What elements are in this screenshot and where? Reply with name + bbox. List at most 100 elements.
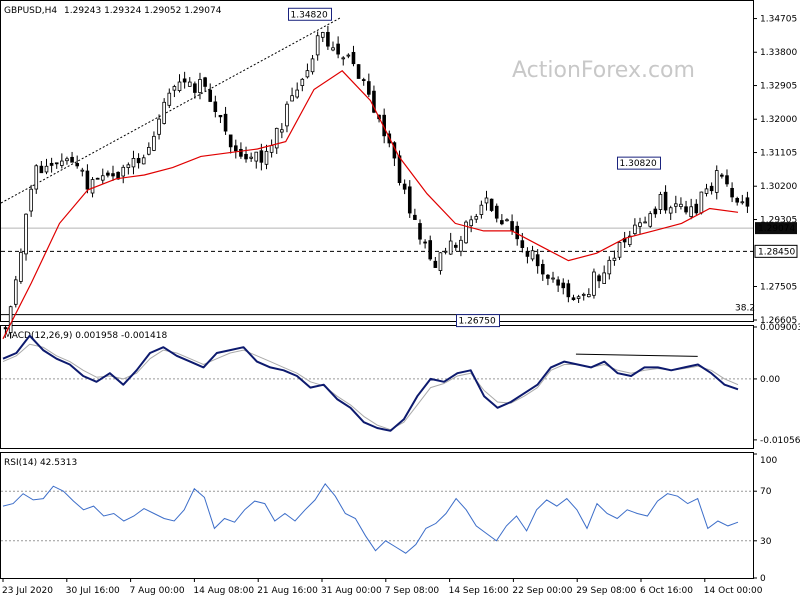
candle-body — [597, 275, 601, 282]
annotation-label: 1.26750 — [459, 317, 496, 327]
candle-body — [735, 198, 740, 203]
x-tick-label: 23 Jul 2020 — [2, 586, 53, 596]
candle-body — [663, 191, 668, 211]
candle-body — [208, 89, 213, 102]
current-price-label: 1.29074 — [758, 224, 795, 234]
candle-body — [520, 240, 525, 248]
candle-body — [187, 81, 192, 87]
candle-body — [75, 163, 79, 167]
candle-body — [505, 219, 509, 222]
candle-body — [704, 188, 709, 194]
candle-body — [413, 214, 417, 220]
candle-body — [740, 201, 745, 204]
candle-body — [111, 173, 115, 177]
candle-body — [484, 197, 489, 204]
candle-body — [612, 257, 617, 261]
candle-body — [152, 135, 156, 151]
candle-body — [464, 221, 468, 244]
candle-body — [668, 207, 673, 214]
axis-layer: 1.34705 1.33800 1.32905 1.32000 1.31105 1.302… — [2, 15, 800, 596]
candle-body — [725, 175, 729, 185]
candle-body — [54, 162, 59, 165]
candle-body — [172, 86, 177, 91]
candle-body — [254, 151, 259, 162]
x-tick-label: 6 Oct 16:00 — [640, 586, 693, 596]
candle-body — [674, 203, 678, 207]
candle-body — [679, 203, 683, 207]
candle-body — [407, 186, 412, 214]
candle-body — [540, 263, 545, 275]
candle-body — [653, 208, 658, 215]
candle-body — [443, 250, 448, 253]
candle-body — [730, 187, 734, 198]
candle-body — [223, 113, 228, 132]
candle-body — [157, 118, 161, 135]
candle-body — [203, 77, 207, 87]
candle-body — [648, 213, 653, 227]
candle-body — [448, 240, 453, 255]
price-tick-label: 1.33800 — [760, 48, 797, 58]
candle-body — [126, 164, 131, 168]
support-price-tag: 1.28450 — [754, 244, 798, 258]
candle-body — [280, 129, 284, 133]
price-tick-label: 1.34705 — [760, 15, 797, 25]
price-tick-label: 1.31105 — [760, 149, 797, 159]
macd-tick-label: 0.009003 — [760, 323, 800, 333]
annotation-box — [288, 7, 332, 21]
candle-body — [100, 175, 105, 181]
price-tick-label: 1.32000 — [760, 115, 797, 125]
rsi-layer — [1, 482, 753, 554]
candle-body — [627, 235, 632, 246]
candle-body — [167, 92, 172, 106]
candle-body — [571, 297, 576, 301]
rsi-line — [2, 482, 739, 554]
candle-body — [500, 220, 504, 225]
rsi-tick-label: 0 — [760, 574, 766, 584]
candle-body — [85, 170, 90, 190]
candle-body — [244, 153, 248, 160]
annotation-box — [456, 314, 500, 328]
candle-body — [684, 206, 688, 213]
candle-body — [300, 78, 305, 86]
candle-body — [638, 222, 642, 227]
candle-body — [530, 250, 535, 260]
support-price-box — [754, 244, 798, 258]
main-panel-frame — [0, 0, 754, 322]
x-tick-label: 22 Sep 00:00 — [512, 586, 572, 596]
x-tick-label: 7 Aug 00:00 — [130, 586, 185, 596]
candle-body — [699, 191, 704, 214]
x-tick-label: 29 Sep 08:00 — [576, 586, 636, 596]
candle-body — [19, 251, 23, 282]
candle-body — [285, 103, 289, 127]
candle-body — [320, 32, 325, 38]
x-tick-label: 31 Aug 00:00 — [321, 586, 382, 596]
candle-body — [239, 148, 243, 157]
x-tick-label: 21 Aug 16:00 — [257, 586, 318, 596]
candle-body — [336, 43, 340, 55]
moving-average-line — [2, 70, 739, 340]
candle-body — [193, 83, 197, 93]
candle-body — [658, 194, 663, 210]
candle-body — [607, 259, 612, 275]
candle-body — [162, 101, 166, 124]
price-tick-label: 1.30200 — [760, 182, 797, 192]
candle-body — [469, 219, 473, 227]
candle-body — [438, 252, 443, 271]
candle-body — [602, 272, 606, 284]
candle-body — [326, 31, 330, 47]
candle-body — [561, 282, 566, 289]
candle-body — [515, 225, 520, 240]
macd-panel-frame — [0, 325, 754, 449]
candle-body — [290, 95, 294, 102]
candle-body — [535, 254, 540, 267]
annotation-label: 1.30820 — [620, 159, 657, 169]
price-annotation: 1.30820 — [617, 156, 661, 170]
current-price-tag: 1.29074 — [755, 222, 797, 235]
candle-body — [489, 198, 494, 211]
fib-level-label: 38.2 — [735, 304, 755, 314]
rsi-tick-label: 30 — [760, 537, 772, 547]
candle-body — [581, 293, 586, 296]
candle-body — [249, 156, 253, 159]
candle-body — [136, 157, 141, 164]
rsi-title: RSI(14) 42.5313 — [4, 458, 77, 468]
